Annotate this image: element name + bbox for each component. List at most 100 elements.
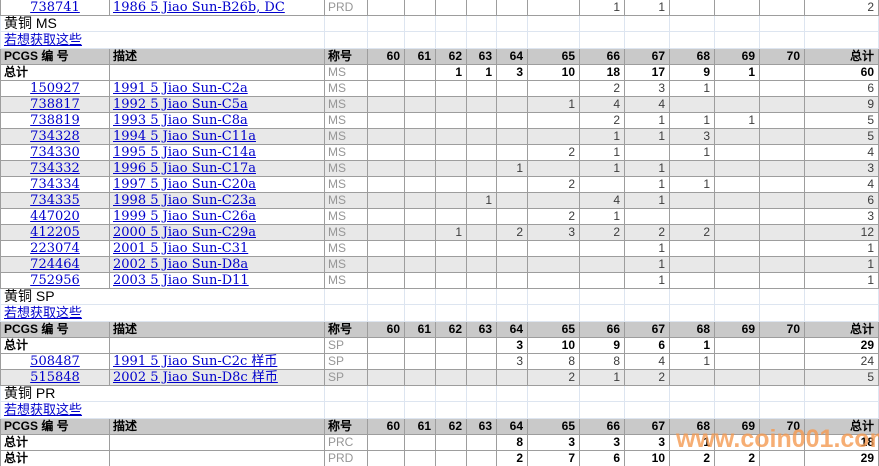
pcgs-number-link[interactable]: 412205 [30,225,80,240]
pcgs-number-link[interactable]: 738817 [30,97,80,112]
coin-description-link[interactable]: 1986 5 Jiao Sun-B26b, DC [113,0,285,15]
empty-cell [760,305,805,322]
pcgs-number-link[interactable]: 447020 [30,209,80,224]
row-total-cell: 3 [805,161,879,177]
grade-61-count-cell [405,145,436,161]
grade-69-count-cell [715,177,760,193]
column-header-grade-65: 65 [528,322,580,338]
grade-66-count-cell: 2 [580,81,625,97]
empty-cell [715,402,760,419]
get-data-link[interactable]: 若想获取这些 [4,33,83,48]
empty-cell [405,305,436,322]
pcgs-number-link[interactable]: 734332 [30,161,80,176]
empty-cell [405,402,436,419]
empty-cell [528,402,580,419]
grade-64-count-cell: 3 [497,65,528,81]
description-cell: 2002 5 Jiao Sun-D8a [110,257,325,273]
grade-68-count-cell: 9 [670,65,715,81]
pcgs-number-cell: 752956 [0,273,110,289]
grade-68-count-cell [670,97,715,113]
grade-70-count-cell [760,161,805,177]
coin-description-link[interactable]: 2003 5 Jiao Sun-D11 [113,273,249,288]
grade-65-count-cell [528,257,580,273]
designation-cell: MS [325,129,368,145]
coin-description-link[interactable]: 1998 5 Jiao Sun-C23a [113,193,256,208]
column-header-pcgs-number: PCGS 编 号 [0,49,110,65]
grade-70-count-cell [760,435,805,451]
pcgs-number-link[interactable]: 734334 [30,177,80,192]
coin-description-link[interactable]: 2001 5 Jiao Sun-C31 [113,241,249,256]
grade-64-count-cell [497,97,528,113]
table-row: 447020 1999 5 Jiao Sun-C26a MS 2 1 3 [0,209,879,225]
empty-cell [805,402,879,419]
pcgs-number-link[interactable]: 724464 [30,257,80,272]
table-row: 150927 1991 5 Jiao Sun-C2a MS 2 3 1 6 [0,81,879,97]
empty-cell [670,16,715,32]
grade-69-count-cell [715,370,760,386]
grade-62-count-cell [436,0,467,16]
grade-70-count-cell [760,81,805,97]
empty-cell [325,289,368,305]
pcgs-number-link[interactable]: 734328 [30,129,80,144]
grade-63-count-cell [467,338,497,354]
row-total-cell: 29 [805,338,879,354]
empty-cell [436,386,467,402]
pcgs-number-link[interactable]: 738819 [30,113,80,128]
designation-cell: MS [325,273,368,289]
total-label-cell: 总计 [0,435,110,451]
column-header-pcgs-number: PCGS 编 号 [0,322,110,338]
row-total-cell: 9 [805,97,879,113]
pcgs-number-link[interactable]: 508487 [30,354,80,369]
pcgs-number-cell: 734332 [0,161,110,177]
pcgs-number-link[interactable]: 734335 [30,193,80,208]
coin-description-link[interactable]: 1994 5 Jiao Sun-C11a [113,129,256,144]
empty-cell [670,402,715,419]
pcgs-number-link[interactable]: 752956 [30,273,80,288]
empty-cell [368,16,405,32]
coin-description-link[interactable]: 1993 5 Jiao Sun-C8a [113,113,248,128]
coin-description-link[interactable]: 1992 5 Jiao Sun-C5a [113,97,248,112]
coin-description-link[interactable]: 1999 5 Jiao Sun-C26a [113,209,256,224]
row-total-cell: 4 [805,145,879,161]
description-cell: 1997 5 Jiao Sun-C20a [110,177,325,193]
grade-68-count-cell [670,257,715,273]
grade-64-count-cell: 2 [497,225,528,241]
grade-69-count-cell [715,435,760,451]
get-data-link[interactable]: 若想获取这些 [4,306,83,321]
pcgs-number-link[interactable]: 734330 [30,145,80,160]
table-row: PCGS 编 号描述 称号 60 61 62 63 64 65 66 67 68 69 70 总计 [0,322,879,338]
coin-description-link[interactable]: 1996 5 Jiao Sun-C17a [113,161,256,176]
empty-cell [625,289,670,305]
pcgs-number-link[interactable]: 223074 [30,241,80,256]
grade-61-count-cell [405,273,436,289]
designation-cell: PRD [325,0,368,16]
pcgs-number-cell: 734334 [0,177,110,193]
empty-cell [670,32,715,49]
column-header-grade-66: 66 [580,419,625,435]
grade-70-count-cell [760,97,805,113]
column-header-pcgs-number: PCGS 编 号 [0,419,110,435]
coin-description-link[interactable]: 2000 5 Jiao Sun-C29a [113,225,256,240]
coin-description-link[interactable]: 1997 5 Jiao Sun-C20a [113,177,256,192]
grade-68-count-cell [670,0,715,16]
grade-70-count-cell [760,451,805,466]
get-data-link[interactable]: 若想获取这些 [4,403,83,418]
column-header-description: 描述 [110,419,325,435]
table-row: 黄铜 MS [0,16,879,32]
row-total-cell: 6 [805,81,879,97]
column-header-grade-69: 69 [715,322,760,338]
coin-description-link[interactable]: 1991 5 Jiao Sun-C2a [113,81,248,96]
empty-cell [760,16,805,32]
empty-cell [528,386,580,402]
grade-64-count-cell [497,370,528,386]
pcgs-number-link[interactable]: 738741 [30,0,80,15]
coin-description-link[interactable]: 1995 5 Jiao Sun-C14a [113,145,256,160]
coin-description-link[interactable]: 2002 5 Jiao Sun-D8c 样币 [113,370,278,385]
coin-description-link[interactable]: 2002 5 Jiao Sun-D8a [113,257,249,272]
coin-description-link[interactable]: 1991 5 Jiao Sun-C2c 样币 [113,354,278,369]
table-row: 508487 1991 5 Jiao Sun-C2c 样币 SP 3 8 8 4 1 24 [0,354,879,370]
pcgs-number-link[interactable]: 515848 [30,370,80,385]
section-title: 黄铜 PR [0,386,325,402]
pcgs-number-link[interactable]: 150927 [30,81,80,96]
description-cell: 1999 5 Jiao Sun-C26a [110,209,325,225]
